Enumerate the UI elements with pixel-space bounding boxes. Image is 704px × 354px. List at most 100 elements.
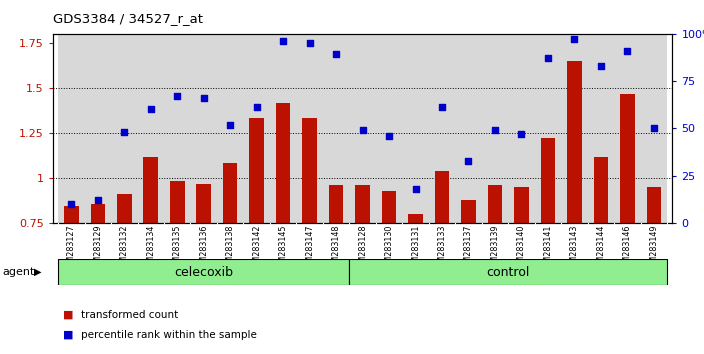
Bar bbox=[91, 204, 105, 223]
Bar bbox=[329, 185, 344, 223]
Text: GSM283128: GSM283128 bbox=[358, 225, 367, 273]
Text: GSM283144: GSM283144 bbox=[596, 225, 605, 273]
Text: GSM283139: GSM283139 bbox=[491, 225, 499, 273]
Bar bbox=[137, 34, 164, 223]
Text: GSM283146: GSM283146 bbox=[623, 225, 631, 273]
Text: ▶: ▶ bbox=[34, 267, 42, 277]
Point bbox=[489, 127, 501, 133]
Text: GSM283132: GSM283132 bbox=[120, 225, 129, 273]
Bar bbox=[455, 34, 482, 223]
Bar bbox=[588, 34, 614, 223]
Point bbox=[92, 198, 103, 203]
Bar bbox=[349, 34, 376, 223]
Text: GSM283143: GSM283143 bbox=[570, 225, 579, 273]
Point bbox=[410, 186, 421, 192]
Bar bbox=[514, 187, 529, 223]
Text: GSM283140: GSM283140 bbox=[517, 225, 526, 273]
Text: transformed count: transformed count bbox=[81, 310, 178, 320]
Text: celecoxib: celecoxib bbox=[174, 266, 233, 279]
Point bbox=[145, 107, 156, 112]
Point bbox=[172, 93, 183, 99]
Bar bbox=[244, 34, 270, 223]
Bar bbox=[296, 34, 323, 223]
Point bbox=[648, 125, 660, 131]
Text: GSM283135: GSM283135 bbox=[172, 225, 182, 273]
Point bbox=[436, 105, 448, 110]
Text: GSM283131: GSM283131 bbox=[411, 225, 420, 273]
Point bbox=[569, 36, 580, 42]
Bar bbox=[164, 34, 191, 223]
Point bbox=[277, 38, 289, 44]
Text: GSM283130: GSM283130 bbox=[384, 225, 394, 273]
Text: GSM283133: GSM283133 bbox=[437, 225, 446, 273]
Bar bbox=[508, 34, 534, 223]
Bar bbox=[58, 259, 349, 285]
Point bbox=[516, 131, 527, 137]
Text: ■: ■ bbox=[63, 330, 74, 339]
Text: GSM283141: GSM283141 bbox=[543, 225, 553, 273]
Text: GSM283145: GSM283145 bbox=[279, 225, 288, 273]
Point bbox=[595, 63, 606, 69]
Text: GSM283149: GSM283149 bbox=[649, 225, 658, 273]
Point bbox=[463, 158, 474, 163]
Text: GSM283136: GSM283136 bbox=[199, 225, 208, 273]
Text: GSM283138: GSM283138 bbox=[226, 225, 234, 273]
Text: GDS3384 / 34527_r_at: GDS3384 / 34527_r_at bbox=[53, 12, 203, 25]
Bar bbox=[429, 34, 455, 223]
Text: GSM283148: GSM283148 bbox=[332, 225, 341, 273]
Text: agent: agent bbox=[2, 267, 34, 277]
Bar bbox=[349, 259, 667, 285]
Bar bbox=[223, 162, 237, 223]
Bar bbox=[58, 34, 84, 223]
Bar bbox=[382, 192, 396, 223]
Bar bbox=[534, 34, 561, 223]
Point bbox=[119, 129, 130, 135]
Point bbox=[251, 105, 263, 110]
Bar bbox=[356, 185, 370, 223]
Bar bbox=[614, 34, 641, 223]
Bar bbox=[217, 34, 244, 223]
Point bbox=[225, 122, 236, 127]
Bar bbox=[64, 206, 79, 223]
Point bbox=[330, 52, 341, 57]
Bar bbox=[111, 34, 137, 223]
Bar bbox=[620, 94, 634, 223]
Bar bbox=[461, 200, 476, 223]
Point bbox=[622, 48, 633, 53]
Point bbox=[357, 127, 368, 133]
Point bbox=[542, 56, 553, 61]
Point bbox=[304, 40, 315, 46]
Bar bbox=[402, 34, 429, 223]
Text: percentile rank within the sample: percentile rank within the sample bbox=[81, 330, 257, 339]
Text: GSM283137: GSM283137 bbox=[464, 225, 473, 273]
Text: control: control bbox=[486, 266, 530, 279]
Bar bbox=[170, 181, 184, 223]
Bar bbox=[196, 184, 211, 223]
Bar bbox=[323, 34, 349, 223]
Bar bbox=[541, 138, 555, 223]
Bar bbox=[117, 194, 132, 223]
Bar bbox=[270, 34, 296, 223]
Bar bbox=[488, 185, 502, 223]
Text: GSM283129: GSM283129 bbox=[94, 225, 102, 273]
Text: GSM283127: GSM283127 bbox=[67, 225, 76, 273]
Bar bbox=[144, 157, 158, 223]
Point bbox=[198, 95, 209, 101]
Bar bbox=[302, 118, 317, 223]
Bar bbox=[276, 103, 291, 223]
Bar bbox=[249, 118, 264, 223]
Bar bbox=[408, 214, 423, 223]
Point bbox=[384, 133, 395, 139]
Bar bbox=[482, 34, 508, 223]
Bar bbox=[593, 157, 608, 223]
Bar bbox=[376, 34, 402, 223]
Bar bbox=[567, 61, 582, 223]
Bar bbox=[191, 34, 217, 223]
Bar bbox=[84, 34, 111, 223]
Text: GSM283147: GSM283147 bbox=[305, 225, 314, 273]
Point bbox=[65, 201, 77, 207]
Bar bbox=[646, 187, 661, 223]
Text: ■: ■ bbox=[63, 310, 74, 320]
Bar bbox=[434, 171, 449, 223]
Bar bbox=[641, 34, 667, 223]
